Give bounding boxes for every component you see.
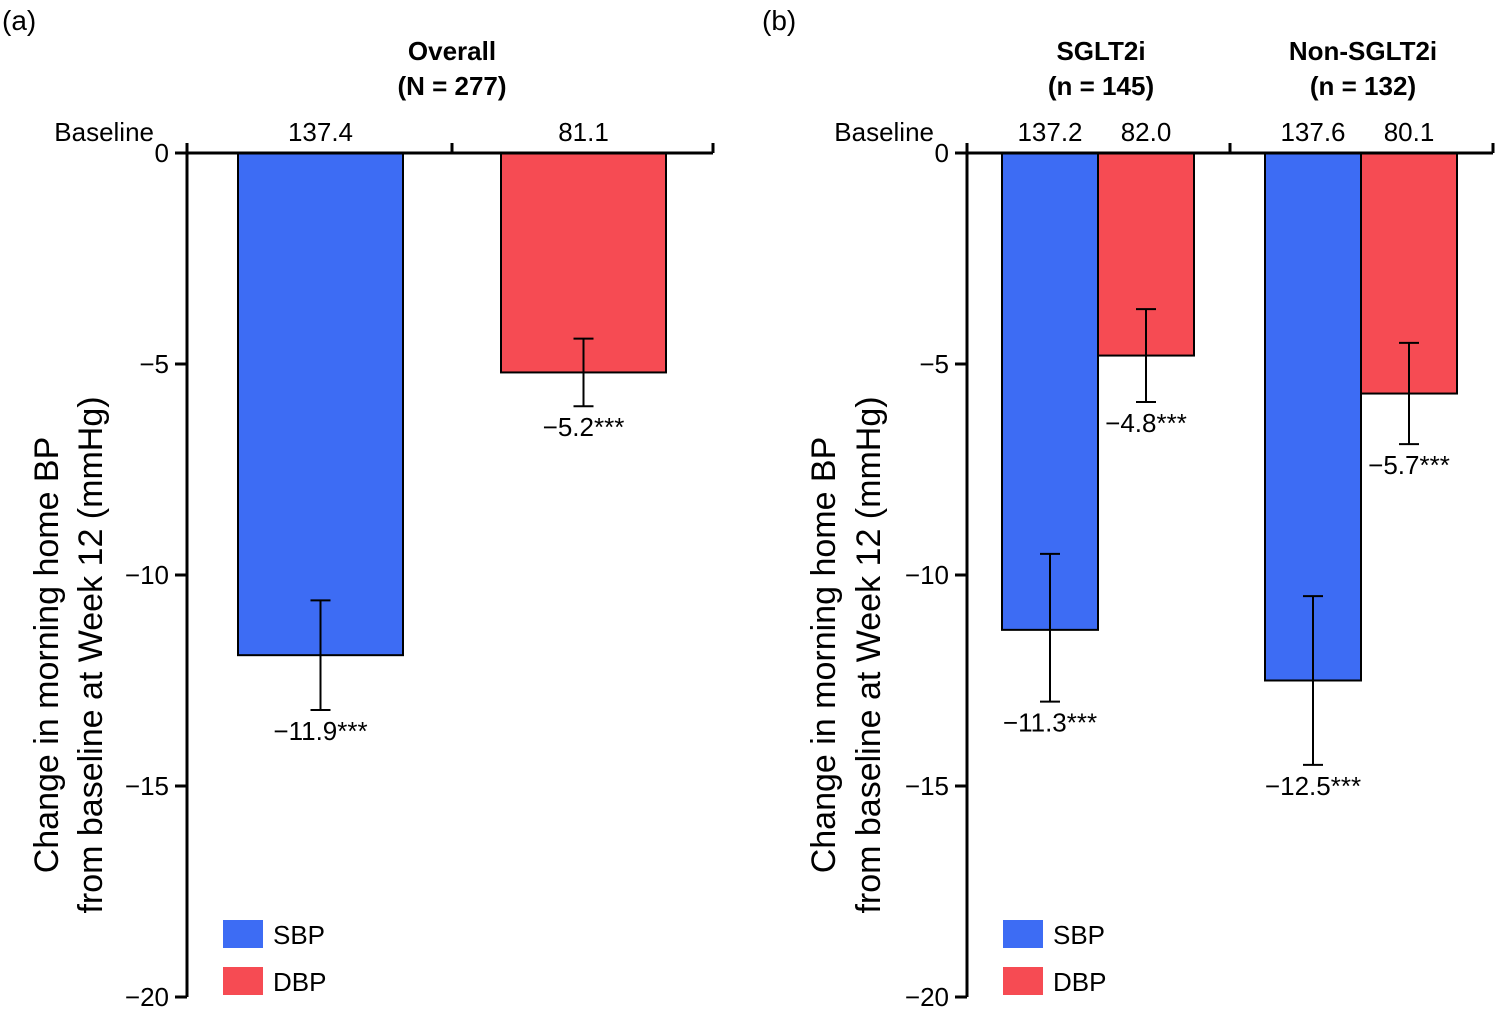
bar-sbp — [237, 152, 404, 657]
y-tick-label: −5 — [919, 349, 949, 379]
baseline-label: Baseline — [54, 117, 154, 147]
y-axis-label: Change in morning home BP — [805, 437, 843, 874]
group-subtitle: (n = 132) — [1310, 71, 1416, 101]
legend-label: SBP — [1053, 920, 1105, 950]
panel-label: (a) — [2, 5, 36, 36]
y-tick-label: −10 — [125, 560, 169, 590]
data-label: −12.5*** — [1265, 771, 1361, 801]
group-title: SGLT2i — [1056, 36, 1145, 66]
baseline-value: 137.6 — [1280, 117, 1345, 147]
baseline-value: 80.1 — [1384, 117, 1435, 147]
baseline-value: 137.2 — [1017, 117, 1082, 147]
y-tick-label: −10 — [905, 560, 949, 590]
y-tick-label: −15 — [905, 771, 949, 801]
baseline-value: 81.1 — [558, 117, 609, 147]
baseline-value: 137.4 — [288, 117, 353, 147]
bar-dbp — [500, 152, 667, 374]
data-label: −4.8*** — [1105, 408, 1187, 438]
y-tick-label: 0 — [155, 138, 169, 168]
legend-label: SBP — [273, 920, 325, 950]
legend-label: DBP — [1053, 967, 1106, 997]
legend-swatch-sbp — [223, 920, 263, 948]
group-subtitle: (N = 277) — [397, 71, 506, 101]
group-title: Non-SGLT2i — [1289, 36, 1437, 66]
baseline-value: 82.0 — [1121, 117, 1172, 147]
panel-label: (b) — [762, 5, 796, 36]
baseline-label: Baseline — [834, 117, 934, 147]
y-axis-label: from baseline at Week 12 (mmHg) — [850, 396, 888, 913]
y-tick-label: −20 — [125, 982, 169, 1012]
legend-swatch-sbp — [1003, 920, 1043, 948]
data-label: −5.7*** — [1368, 450, 1450, 480]
y-axis-label: from baseline at Week 12 (mmHg) — [72, 396, 110, 913]
group-subtitle: (n = 145) — [1048, 71, 1154, 101]
y-tick-label: 0 — [935, 138, 949, 168]
legend-swatch-dbp — [1003, 967, 1043, 995]
group-title: Overall — [408, 36, 496, 66]
y-tick-label: −5 — [139, 349, 169, 379]
data-label: −11.9*** — [273, 716, 367, 746]
panel-b: (b) Change in morning home BP from baselin… — [762, 5, 1495, 1012]
legend-label: DBP — [273, 967, 326, 997]
legend-swatch-dbp — [223, 967, 263, 995]
y-tick-label: −15 — [125, 771, 169, 801]
data-label: −5.2*** — [543, 412, 625, 442]
y-axis-label: Change in morning home BP — [28, 437, 66, 874]
y-tick-label: −20 — [905, 982, 949, 1012]
panel-a: (a) Change in morning home BP from baselin… — [2, 5, 715, 1012]
data-label: −11.3*** — [1003, 708, 1097, 738]
